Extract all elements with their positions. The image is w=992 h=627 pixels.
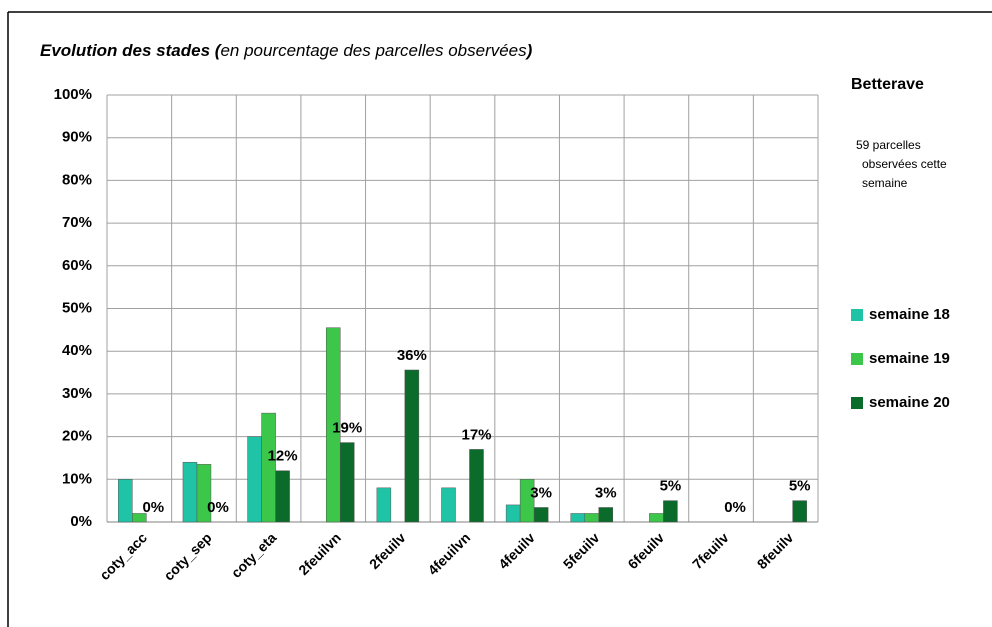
bar <box>570 513 586 523</box>
x-tick-label: coty_eta <box>228 529 280 581</box>
x-tick-label: 6feuilv <box>624 529 667 572</box>
bar <box>261 412 276 523</box>
annotation: 59 parcelles <box>856 138 921 152</box>
data-label: 3% <box>595 484 617 501</box>
legend-swatch <box>851 353 863 365</box>
x-tick-label: 4feuilv <box>495 529 538 572</box>
bar <box>376 487 392 523</box>
legend-swatch <box>851 309 863 321</box>
data-label: 0% <box>207 499 229 516</box>
bar <box>247 436 262 523</box>
annotation: observées cette <box>862 157 947 171</box>
chart-title: Evolution des stades (en pourcentage des… <box>40 41 533 60</box>
bar <box>325 327 341 523</box>
bar <box>132 513 147 523</box>
bar <box>505 504 521 523</box>
bar <box>275 470 290 523</box>
data-label: 19% <box>332 420 362 437</box>
data-label: 0% <box>142 499 164 516</box>
y-tick-label: 100% <box>54 86 92 103</box>
bar <box>792 500 807 523</box>
y-tick-label: 50% <box>62 299 92 316</box>
x-tick-label: 7feuilv <box>689 529 732 572</box>
y-tick-label: 40% <box>62 342 92 359</box>
bar <box>339 442 355 523</box>
y-tick-label: 10% <box>62 470 92 487</box>
data-label: 0% <box>724 499 746 516</box>
x-tick-label: 2feuilv <box>366 529 409 572</box>
x-tick-label: 8feuilv <box>754 529 797 572</box>
legend-swatch <box>851 397 863 409</box>
data-label: 36% <box>397 347 427 364</box>
data-label: 12% <box>268 448 298 465</box>
annotation: Betterave <box>851 76 924 93</box>
bar <box>584 513 600 523</box>
legend-label: semaine 20 <box>869 394 950 411</box>
data-label: 17% <box>461 426 491 443</box>
x-tick-label: coty_acc <box>96 529 150 583</box>
bar <box>663 500 678 523</box>
title-sub: en pourcentage des parcelles observées <box>220 41 527 60</box>
legend-label: semaine 19 <box>869 350 950 367</box>
y-tick-label: 30% <box>62 385 92 402</box>
x-tick-label: 2feuilvn <box>295 529 344 578</box>
legend-label: semaine 18 <box>869 306 950 323</box>
bar <box>404 369 420 523</box>
bar <box>118 479 133 523</box>
y-tick-label: 80% <box>62 171 92 188</box>
bar <box>469 449 484 523</box>
annotation: semaine <box>862 176 908 190</box>
data-label: 5% <box>660 478 682 495</box>
x-tick-label: 5feuilv <box>560 529 603 572</box>
y-tick-label: 90% <box>62 129 92 146</box>
title-main: Evolution des stades ( <box>40 41 223 60</box>
bar <box>533 507 549 523</box>
bar <box>196 464 212 523</box>
data-label: 5% <box>789 478 811 495</box>
x-tick-label: coty_sep <box>160 529 214 583</box>
y-tick-label: 20% <box>62 428 92 445</box>
bar <box>649 513 664 523</box>
title-end: ) <box>525 41 533 60</box>
bar <box>519 479 535 523</box>
bar <box>441 487 456 523</box>
x-tick-label: 4feuilvn <box>425 529 474 578</box>
y-tick-label: 70% <box>62 214 92 231</box>
y-tick-label: 0% <box>70 513 92 530</box>
data-label: 3% <box>530 484 552 501</box>
bar <box>182 461 198 523</box>
y-tick-label: 60% <box>62 257 92 274</box>
bar <box>598 507 614 523</box>
